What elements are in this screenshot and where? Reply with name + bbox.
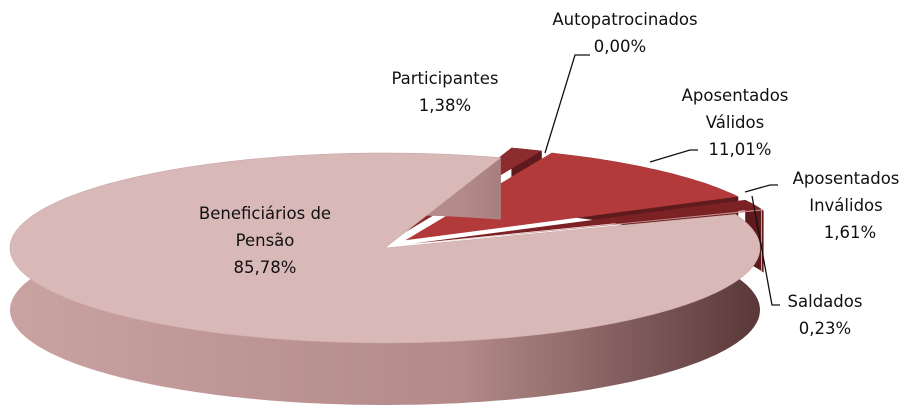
slice-label: Autopatrocinados (552, 10, 698, 29)
slice-label: Participantes (391, 69, 499, 88)
slice-label: Saldados (787, 292, 863, 311)
leader-line (544, 54, 590, 154)
slice-value: 1,61% (823, 223, 877, 242)
leader-lines (544, 54, 780, 306)
slice-label: Aposentados Inválidos (792, 169, 900, 215)
slice-value: 11,01% (708, 140, 772, 159)
slice-side (761, 209, 764, 273)
slice-label: Beneficiários de Pensão (198, 204, 332, 250)
slice (412, 209, 764, 245)
leader-line (751, 195, 780, 306)
leader-line (649, 149, 698, 163)
slices (9, 147, 764, 405)
slice-value: 0,00% (593, 37, 647, 56)
leader-line (744, 184, 778, 193)
slice-label: Aposentados Válidos (681, 86, 789, 132)
slice-value: 85,78% (233, 258, 297, 277)
slice (412, 199, 761, 244)
slice (396, 150, 543, 239)
slice (9, 152, 761, 344)
slice-value: 0,23% (798, 319, 852, 338)
slice-value: 1,38% (418, 96, 472, 115)
